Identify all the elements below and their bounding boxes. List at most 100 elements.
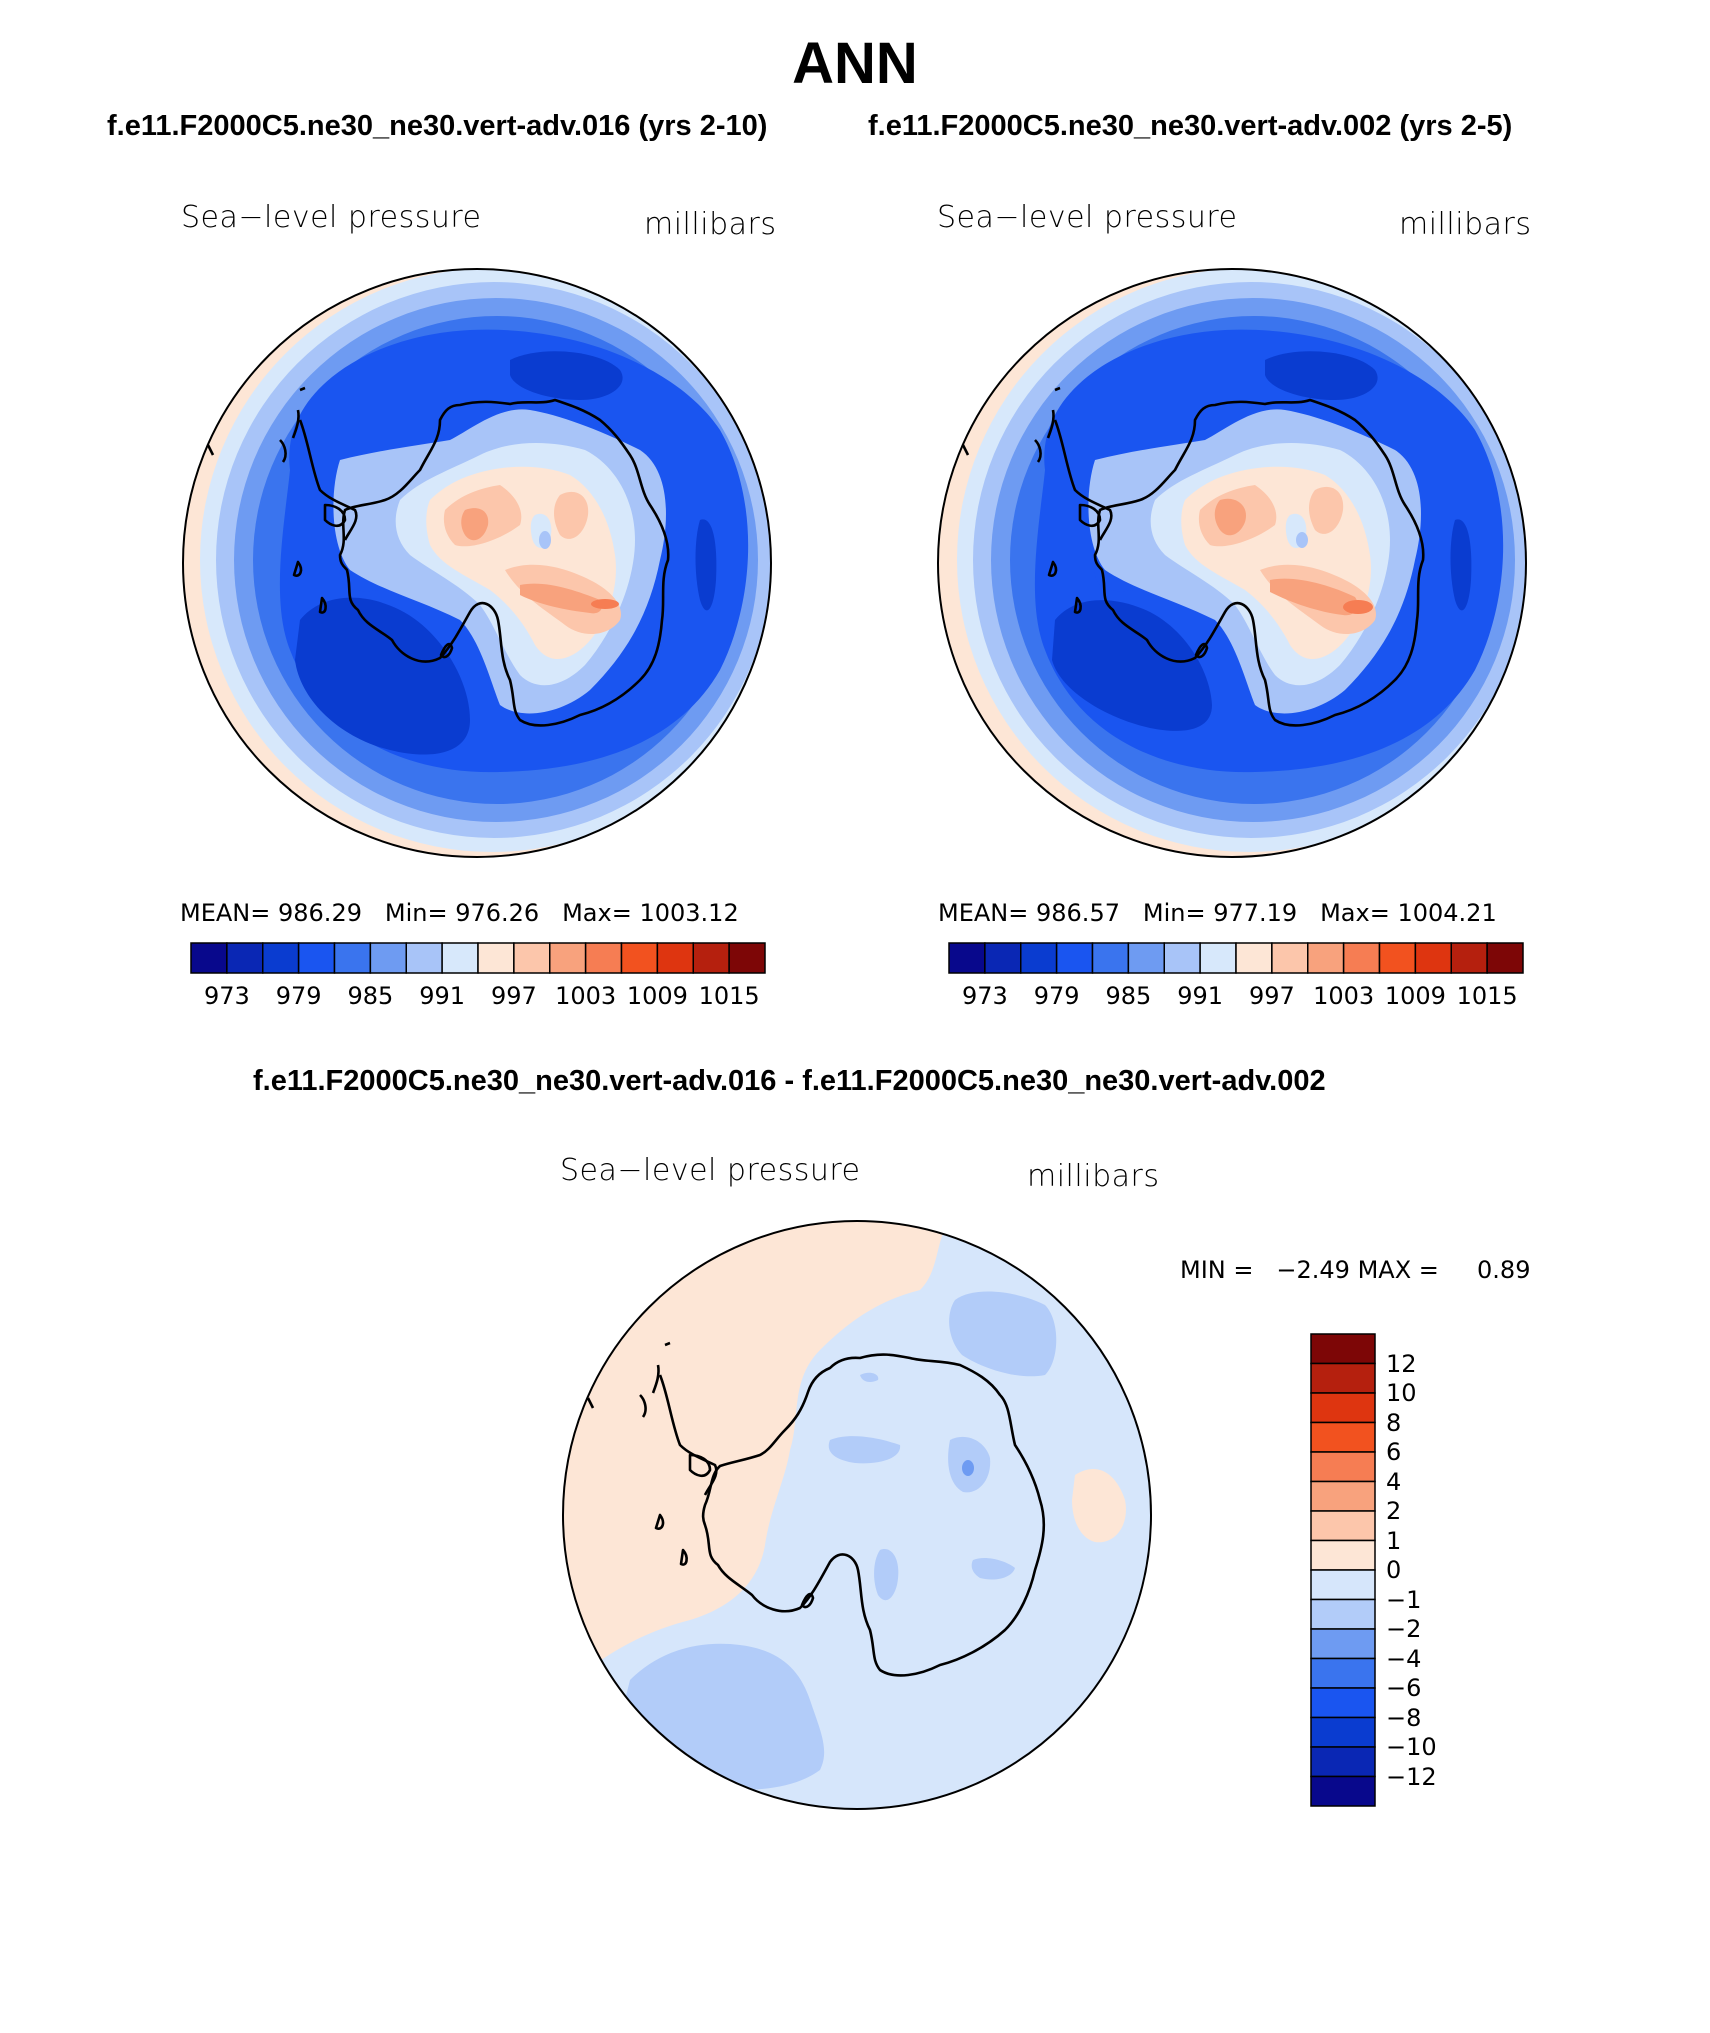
left-antarctica-coastline: [206, 386, 670, 727]
difference-antarctica-coastline: [586, 1341, 1046, 1677]
difference-pressure-field: [563, 1221, 1151, 1809]
colorbar-tick-label: −8: [1386, 1703, 1422, 1732]
left-colorbar: [190, 942, 766, 974]
colorbar-swatch: [1310, 1539, 1376, 1571]
colorbar-swatch: [369, 942, 407, 974]
colorbar-swatch: [1310, 1716, 1376, 1748]
colorbar-tick-label: 2: [1386, 1497, 1402, 1525]
right-map-border: [937, 268, 1527, 858]
right-antarctica-coastline: [961, 386, 1425, 727]
colorbar-tick-label: 991: [1177, 982, 1224, 1010]
difference-title: f.e11.F2000C5.ne30_ne30.vert-adv.016 - f…: [253, 1065, 1326, 1097]
colorbar-swatch: [1310, 1362, 1376, 1394]
figure-title: ANN: [792, 31, 918, 96]
colorbar-swatch: [1127, 942, 1165, 974]
colorbar-tick-label: −4: [1386, 1644, 1422, 1673]
colorbar-tick-label: 1009: [1384, 982, 1446, 1010]
colorbar-swatch: [333, 942, 372, 974]
colorbar-swatch: [692, 942, 730, 974]
diff-variable-label: Sea−level pressure: [560, 1153, 861, 1188]
colorbar-tick-label: 997: [1248, 982, 1295, 1010]
colorbar-tick-label: −10: [1386, 1733, 1437, 1761]
colorbar-swatch: [1310, 1628, 1376, 1660]
right-variable-label: Sea−level pressure: [937, 200, 1238, 235]
colorbar-tick-label: 1015: [1456, 982, 1518, 1010]
colorbar-swatch: [584, 942, 623, 974]
colorbar-swatch: [1310, 1510, 1376, 1542]
right-panel-subtitle: f.e11.F2000C5.ne30_ne30.vert-adv.002 (yr…: [868, 110, 1513, 142]
colorbar-tick-label: −1: [1386, 1585, 1422, 1614]
diff-minmax: MIN = −2.49 MAX = 0.89: [1180, 1256, 1531, 1284]
colorbar-swatch: [1310, 1392, 1376, 1424]
colorbar-swatch: [1342, 942, 1381, 974]
right-colorbar-ticks: 973 979 985 991 997 1003 1009 1015: [949, 982, 1523, 1012]
colorbar-tick-label: −12: [1386, 1762, 1437, 1791]
right-stats: MEAN= 986.57 Min= 977.19 Max= 1004.21: [938, 899, 1497, 927]
colorbar-swatch: [1055, 942, 1094, 974]
colorbar-swatch: [728, 942, 766, 974]
colorbar-tick-label: 997: [490, 982, 537, 1010]
left-stats: MEAN= 986.29 Min= 976.26 Max= 1003.12: [180, 899, 739, 927]
colorbar-swatch: [1199, 942, 1237, 974]
left-variable-label: Sea−level pressure: [181, 200, 482, 235]
colorbar-tick-label: 973: [961, 982, 1008, 1010]
colorbar-swatch: [549, 942, 587, 974]
left-panel-subtitle: f.e11.F2000C5.ne30_ne30.vert-adv.016 (yr…: [107, 110, 768, 142]
colorbar-tick-label: −2: [1386, 1615, 1422, 1643]
colorbar-swatch: [984, 942, 1022, 974]
left-colorbar-ticks: 973 979 985 991 997 1003 1009 1015: [191, 982, 765, 1012]
colorbar-tick-label: 1009: [626, 982, 688, 1010]
colorbar-tick-label: 979: [275, 982, 322, 1010]
diff-units-label: millibars: [1027, 1159, 1160, 1194]
colorbar-swatch: [1310, 1569, 1376, 1601]
colorbar-tick-label: 979: [1033, 982, 1080, 1010]
colorbar-swatch: [1310, 1657, 1376, 1689]
colorbar-tick-label: 1015: [698, 982, 760, 1010]
left-units-label: millibars: [644, 207, 777, 242]
colorbar-swatch: [1310, 1421, 1376, 1453]
colorbar-swatch: [1091, 942, 1130, 974]
colorbar-tick-label: 4: [1386, 1467, 1402, 1496]
colorbar-swatch: [1310, 1598, 1376, 1630]
colorbar-swatch: [1414, 942, 1452, 974]
colorbar-swatch: [1310, 1775, 1376, 1807]
colorbar-swatch: [190, 942, 228, 974]
colorbar-swatch: [1310, 1746, 1376, 1778]
colorbar-tick-label: 1003: [555, 982, 617, 1010]
colorbar-swatch: [1310, 1687, 1376, 1719]
colorbar-swatch: [1310, 1451, 1376, 1483]
colorbar-tick-label: 0: [1386, 1556, 1402, 1584]
colorbar-tick-label: 991: [419, 982, 466, 1010]
colorbar-swatch: [1378, 942, 1417, 974]
colorbar-tick-label: 1003: [1313, 982, 1375, 1010]
colorbar-tick-label: 985: [1105, 982, 1152, 1010]
colorbar-tick-label: 8: [1386, 1408, 1402, 1437]
colorbar-swatch: [1307, 942, 1345, 974]
colorbar-tick-label: 10: [1386, 1379, 1417, 1407]
colorbar-tick-label: 6: [1386, 1438, 1402, 1466]
colorbar-tick-label: 1: [1386, 1526, 1402, 1555]
difference-map-border: [562, 1220, 1152, 1810]
colorbar-swatch: [297, 942, 336, 974]
colorbar-swatch: [1450, 942, 1488, 974]
colorbar-swatch: [1163, 942, 1201, 974]
colorbar-swatch: [1310, 1333, 1376, 1365]
colorbar-tick-label: −6: [1386, 1674, 1422, 1702]
colorbar-tick-label: 985: [347, 982, 394, 1010]
left-map-border: [182, 268, 772, 858]
right-units-label: millibars: [1399, 207, 1532, 242]
right-colorbar: [948, 942, 1524, 974]
colorbar-swatch: [620, 942, 659, 974]
diff-colorbar: [1310, 1333, 1376, 1807]
diff-colorbar-ticks: 12 10 8 6 4 2 1 0 −1 −2 −4 −6 −8 −10 −12: [1378, 1334, 1498, 1806]
colorbar-swatch: [948, 942, 986, 974]
colorbar-swatch: [1486, 942, 1524, 974]
colorbar-swatch: [226, 942, 264, 974]
colorbar-tick-label: 973: [203, 982, 250, 1010]
colorbar-swatch: [1310, 1480, 1376, 1512]
colorbar-tick-label: 12: [1386, 1349, 1417, 1378]
colorbar-swatch: [477, 942, 515, 974]
